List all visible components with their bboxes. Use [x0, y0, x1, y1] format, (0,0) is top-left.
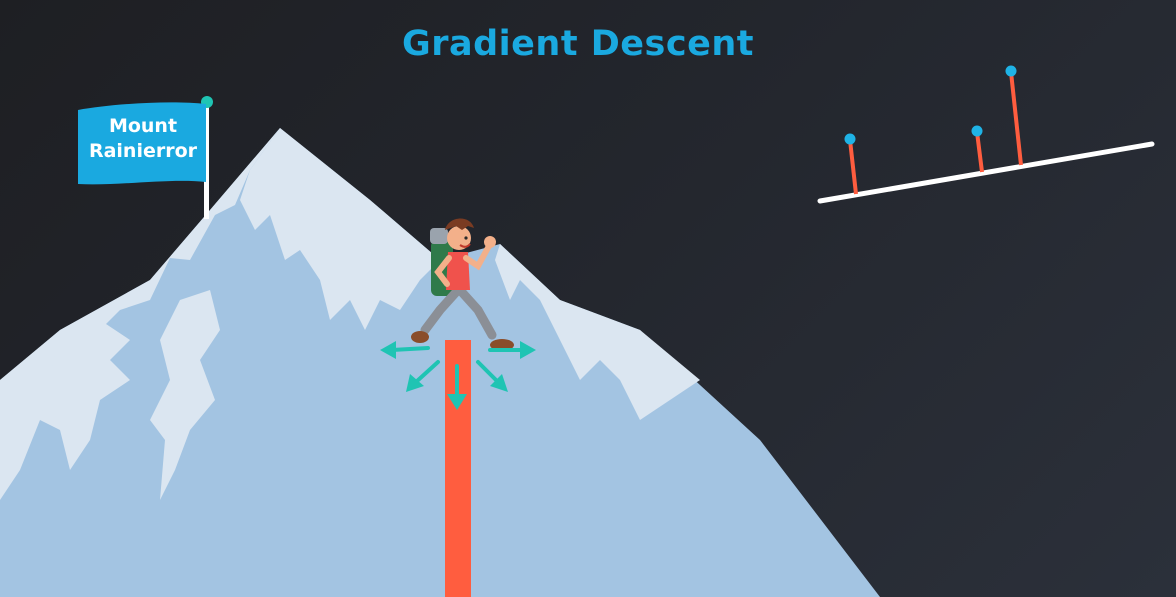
arrow-down-left-icon — [406, 360, 440, 392]
mountain-snow-center — [240, 128, 440, 330]
residual-1 — [848, 139, 858, 195]
mountain-snow-left — [0, 128, 280, 500]
flag-icon — [78, 96, 213, 219]
flag-label-line-1: Mount — [108, 115, 178, 137]
regression-line — [817, 141, 1155, 204]
data-point-1 — [844, 133, 856, 145]
slide-title: Gradient Descent — [402, 24, 754, 64]
regression-diagram — [817, 65, 1155, 204]
arrow-down-icon — [447, 364, 467, 410]
arrow-left-icon — [380, 341, 430, 359]
mountain — [0, 128, 880, 597]
mountain-snow-streak — [150, 290, 220, 500]
data-point-2 — [971, 125, 983, 137]
flag-label-line-2: Rainierror — [88, 140, 198, 162]
mountain-body — [0, 128, 880, 597]
mountain-snow-right — [495, 244, 700, 420]
residual-2 — [975, 131, 984, 173]
residual-3 — [1009, 71, 1023, 166]
arrow-right-icon — [488, 341, 536, 359]
arrow-down-right-icon — [476, 360, 508, 392]
flag-banner — [78, 102, 206, 185]
direction-arrows — [380, 341, 536, 410]
hiker-icon — [411, 218, 514, 351]
data-point-3 — [1005, 65, 1017, 77]
flag-pole — [204, 103, 209, 219]
flag-label: Mount Rainierror — [80, 114, 206, 164]
mountain-snow-lower-left — [40, 320, 130, 470]
